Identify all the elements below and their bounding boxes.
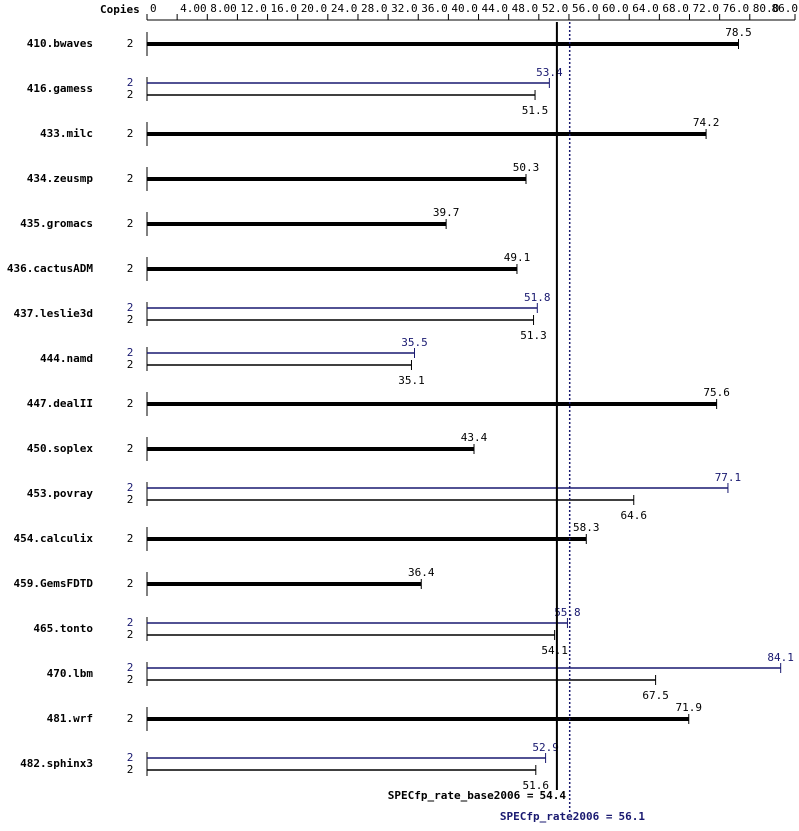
value-label: 51.5 bbox=[522, 104, 549, 117]
value-label: 58.3 bbox=[573, 521, 600, 534]
value-label: 39.7 bbox=[433, 206, 460, 219]
copies-label: 2 bbox=[127, 661, 134, 674]
copies-label: 2 bbox=[127, 442, 134, 455]
summary-value: 54.4 bbox=[540, 789, 567, 802]
value-label: 54.1 bbox=[541, 644, 568, 657]
benchmark-label: 437.leslie3d bbox=[14, 307, 93, 320]
value-label: 64.6 bbox=[621, 509, 648, 522]
copies-label: 2 bbox=[127, 88, 134, 101]
copies-label: 2 bbox=[127, 346, 134, 359]
copies-label: 2 bbox=[127, 673, 134, 686]
benchmark-label: 435.gromacs bbox=[20, 217, 93, 230]
value-label: 77.1 bbox=[715, 471, 742, 484]
benchmark-label: 465.tonto bbox=[33, 622, 93, 635]
value-label: 74.2 bbox=[693, 116, 720, 129]
x-tick-label: 48.0 bbox=[512, 2, 539, 15]
x-tick-label: 86.0 bbox=[772, 2, 799, 15]
summary-label: SPECfp_rate_base2006 = 54.4 bbox=[388, 789, 567, 802]
copies-label: 2 bbox=[127, 616, 134, 629]
value-label: 84.1 bbox=[767, 651, 794, 664]
copies-label: 2 bbox=[127, 358, 134, 371]
benchmark-label: 416.gamess bbox=[27, 82, 93, 95]
copies-header: Copies bbox=[100, 3, 140, 16]
x-tick-label: 20.0 bbox=[301, 2, 328, 15]
value-label: 35.1 bbox=[398, 374, 425, 387]
copies-label: 2 bbox=[127, 313, 134, 326]
copies-label: 2 bbox=[127, 397, 134, 410]
x-tick-label: 40.0 bbox=[451, 2, 478, 15]
benchmark-label: 453.povray bbox=[27, 487, 94, 500]
benchmark-label: 459.GemsFDTD bbox=[14, 577, 94, 590]
value-label: 52.9 bbox=[532, 741, 559, 754]
benchmark-label: 434.zeusmp bbox=[27, 172, 94, 185]
benchmark-label: 447.dealII bbox=[27, 397, 93, 410]
value-label: 53.4 bbox=[536, 66, 563, 79]
x-tick-label: 12.0 bbox=[240, 2, 267, 15]
x-tick-label: 60.0 bbox=[602, 2, 629, 15]
copies-label: 2 bbox=[127, 493, 134, 506]
copies-label: 2 bbox=[127, 577, 134, 590]
benchmark-label: 433.milc bbox=[40, 127, 93, 140]
summary-name: SPECfp_rate_base2006 = bbox=[388, 789, 534, 802]
x-tick-label: 56.0 bbox=[572, 2, 599, 15]
benchmark-label: 470.lbm bbox=[47, 667, 94, 680]
value-label: 36.4 bbox=[408, 566, 435, 579]
copies-label: 2 bbox=[127, 172, 134, 185]
benchmark-label: 454.calculix bbox=[14, 532, 94, 545]
summary-value: 56.1 bbox=[619, 810, 646, 823]
copies-label: 2 bbox=[127, 37, 134, 50]
value-label: 51.3 bbox=[520, 329, 547, 342]
x-tick-label: 8.00 bbox=[210, 2, 237, 15]
x-tick-label: 0 bbox=[150, 2, 157, 15]
x-tick-label: 64.0 bbox=[632, 2, 659, 15]
summary-name: SPECfp_rate2006 = bbox=[500, 810, 613, 823]
value-label: 71.9 bbox=[676, 701, 703, 714]
x-tick-label: 80.0 bbox=[753, 2, 780, 15]
x-tick-label: 16.0 bbox=[271, 2, 298, 15]
value-label: 35.5 bbox=[401, 336, 428, 349]
x-tick-label: 44.0 bbox=[482, 2, 509, 15]
copies-label: 2 bbox=[127, 262, 134, 275]
benchmark-label: 481.wrf bbox=[47, 712, 93, 725]
copies-label: 2 bbox=[127, 628, 134, 641]
value-label: 43.4 bbox=[461, 431, 488, 444]
summary-label: SPECfp_rate2006 = 56.1 bbox=[500, 810, 645, 823]
copies-label: 2 bbox=[127, 763, 134, 776]
benchmark-label: 436.cactusADM bbox=[7, 262, 93, 275]
value-label: 78.5 bbox=[725, 26, 752, 39]
value-label: 51.8 bbox=[524, 291, 551, 304]
copies-label: 2 bbox=[127, 712, 134, 725]
x-tick-label: 68.0 bbox=[662, 2, 689, 15]
copies-label: 2 bbox=[127, 301, 134, 314]
x-tick-label: 28.0 bbox=[361, 2, 388, 15]
x-tick-label: 24.0 bbox=[331, 2, 358, 15]
x-tick-label: 4.00 bbox=[180, 2, 207, 15]
value-label: 49.1 bbox=[504, 251, 531, 264]
x-tick-label: 76.0 bbox=[723, 2, 750, 15]
copies-label: 2 bbox=[127, 127, 134, 140]
x-tick-label: 52.0 bbox=[542, 2, 569, 15]
benchmark-label: 444.namd bbox=[40, 352, 93, 365]
x-tick-label: 72.0 bbox=[693, 2, 720, 15]
x-tick-label: 36.0 bbox=[421, 2, 448, 15]
copies-label: 2 bbox=[127, 751, 134, 764]
copies-label: 2 bbox=[127, 532, 134, 545]
value-label: 50.3 bbox=[513, 161, 540, 174]
copies-label: 2 bbox=[127, 217, 134, 230]
x-tick-label: 32.0 bbox=[391, 2, 418, 15]
benchmark-label: 410.bwaves bbox=[27, 37, 93, 50]
value-label: 75.6 bbox=[703, 386, 730, 399]
benchmark-label: 482.sphinx3 bbox=[20, 757, 93, 770]
value-label: 67.5 bbox=[642, 689, 669, 702]
benchmark-label: 450.soplex bbox=[27, 442, 94, 455]
copies-label: 2 bbox=[127, 76, 134, 89]
value-label: 51.6 bbox=[523, 779, 550, 792]
copies-label: 2 bbox=[127, 481, 134, 494]
value-label: 55.8 bbox=[554, 606, 581, 619]
